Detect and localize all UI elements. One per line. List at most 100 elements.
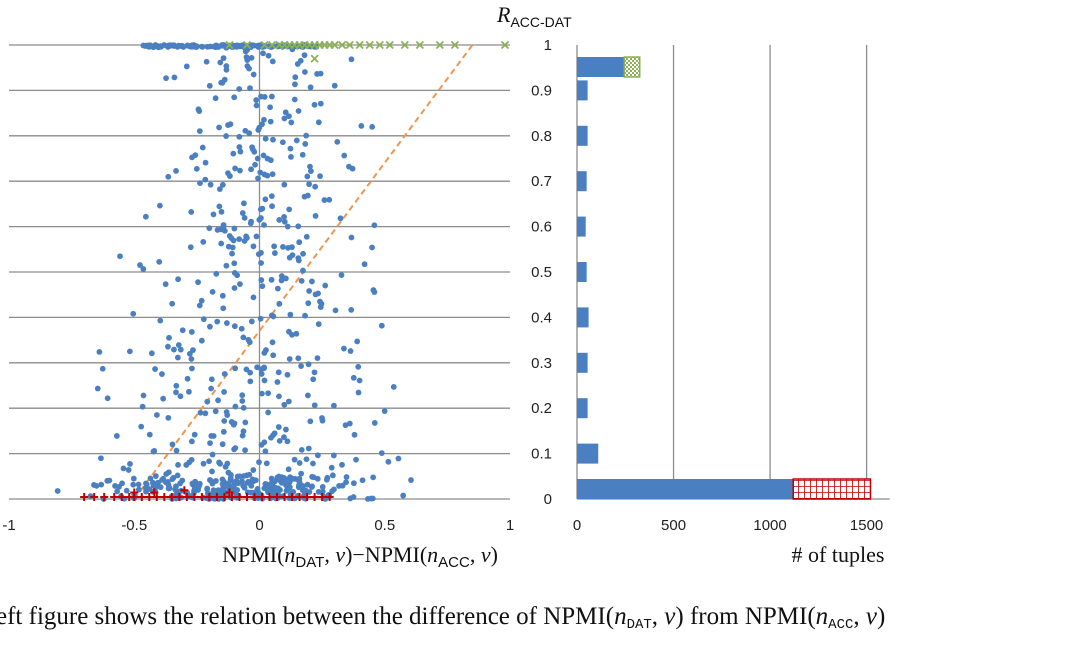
scatter-point: [400, 492, 407, 499]
scatter-point: [151, 448, 158, 454]
scatter-point: [159, 371, 165, 377]
scatter-point: [153, 412, 160, 418]
scatter-point: [249, 146, 256, 153]
scatter-point: [275, 369, 282, 376]
scatter-point: [198, 297, 205, 304]
scatter-point: [295, 355, 302, 362]
scatter-x-marker: [435, 40, 444, 50]
scatter-point: [173, 167, 179, 174]
scatter-point: [175, 342, 182, 348]
scatter-plus-marker: [180, 486, 189, 495]
scatter-point: [284, 223, 291, 230]
scatter-point: [276, 437, 283, 444]
scatter-point: [309, 483, 315, 490]
scatter-point: [227, 121, 234, 128]
scatter-plus-marker: [258, 493, 267, 501]
scatter-point: [271, 430, 278, 437]
scatter-point: [295, 108, 302, 114]
scatter-point: [229, 250, 235, 257]
y-tick-label: 1: [544, 37, 552, 54]
scatter-point: [250, 467, 257, 473]
scatter-point: [269, 171, 276, 178]
scatter-point: [258, 260, 264, 266]
scatter-y-ticks: 0 0.1 0.2 0.3 0.4 0.5 0.6 0.7 0.8 0.9 1: [531, 37, 552, 508]
scatter-point: [195, 484, 202, 490]
scatter-point: [209, 480, 216, 487]
scatter-point: [232, 165, 239, 172]
scatter-point: [114, 488, 121, 495]
scatter-point: [263, 347, 269, 353]
scatter-point: [202, 176, 209, 183]
scatter-point: [219, 292, 226, 299]
scatter-point: [236, 473, 243, 480]
scatter-point: [165, 414, 172, 421]
scatter-point: [231, 94, 238, 101]
scatter-plus-marker: [288, 493, 297, 501]
scatter-point: [120, 465, 127, 472]
scatter-point: [351, 431, 358, 438]
scatter-point: [314, 355, 321, 362]
scatter-point: [283, 426, 289, 433]
scatter-point: [263, 460, 270, 467]
scatter-point: [265, 52, 272, 59]
scatter-point: [319, 415, 325, 421]
scatter-point: [240, 200, 247, 207]
scatter-point: [230, 150, 237, 157]
scatter-point: [260, 50, 266, 57]
scatter-point: [281, 401, 288, 408]
scatter-point: [231, 225, 238, 232]
bar-x-ticks: 0 500 1000 1500: [573, 517, 883, 534]
scatter-point: [272, 484, 279, 491]
scatter-point: [262, 135, 269, 142]
scatter-point: [265, 409, 272, 416]
scatter-point: [381, 408, 388, 414]
scatter-plus-marker: [212, 493, 221, 501]
scatter-plus-marker: [137, 493, 146, 501]
scatter-point: [293, 330, 300, 337]
scatter-point: [130, 481, 137, 488]
scatter-point: [281, 214, 287, 220]
scatter-point: [302, 487, 309, 494]
scatter-plus-marker: [235, 493, 244, 501]
scatter-point: [208, 433, 215, 439]
scatter-point: [299, 151, 306, 158]
scatter-point: [295, 477, 302, 484]
scatter-point: [221, 371, 228, 377]
scatter-point: [183, 462, 190, 468]
scatter-point: [250, 294, 257, 301]
scatter-point: [177, 393, 184, 400]
scatter-point: [321, 197, 328, 203]
scatter-point: [221, 389, 227, 395]
scatter-point: [270, 352, 277, 359]
scatter-point: [361, 261, 368, 268]
scatter-plus-marker: [242, 493, 251, 501]
scatter-point: [281, 218, 288, 225]
scatter-point: [288, 119, 295, 126]
scatter-point: [162, 281, 169, 288]
scatter-point: [305, 300, 312, 307]
scatter-x-marker: [415, 40, 424, 50]
scatter-point: [188, 456, 195, 463]
bar-x-axis-label: # of tuples: [792, 542, 885, 567]
scatter-point: [329, 472, 336, 479]
scatter-point: [147, 475, 154, 482]
scatter-point: [408, 477, 414, 483]
scatter-point: [275, 424, 282, 430]
scatter-point: [188, 329, 195, 335]
scatter-point: [250, 243, 257, 250]
scatter-point: [242, 447, 248, 454]
scatter-point: [127, 461, 133, 467]
scatter-point: [184, 489, 190, 496]
scatter-point: [337, 215, 344, 222]
scatter-point: [331, 486, 337, 493]
scatter-point: [206, 458, 212, 465]
scatter-x-marker: [225, 40, 234, 50]
scatter-plus-marker: [295, 493, 304, 501]
scatter-point: [240, 428, 247, 435]
scatter-point: [317, 173, 323, 180]
scatter-x-marker: [385, 40, 394, 50]
scatter-point: [276, 473, 282, 480]
scatter-point: [229, 244, 236, 251]
scatter-point: [268, 434, 274, 441]
scatter-point: [303, 456, 310, 463]
